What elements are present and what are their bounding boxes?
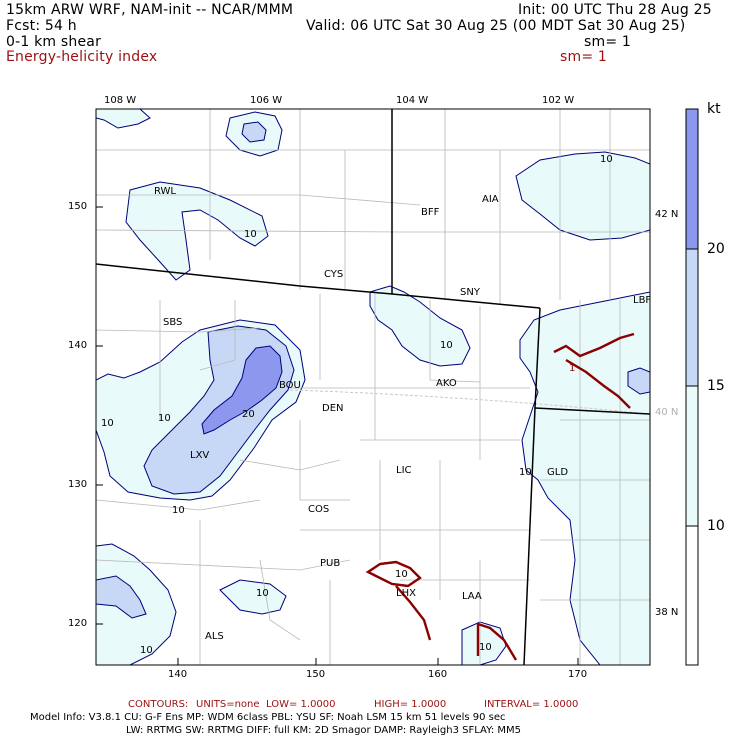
x-tick-150: 150: [306, 669, 326, 680]
forecast-hour: Fcst: 54 h: [6, 18, 77, 34]
contour-label-blue-4: 10: [158, 413, 171, 424]
station-sbs: SBS: [163, 317, 183, 328]
x-tick-140: 140: [168, 669, 188, 680]
contour-label-blue-8: 10: [256, 588, 269, 599]
county-boundaries: [96, 109, 650, 665]
colorbar-unit: kt: [707, 101, 721, 117]
footer-contours-label: CONTOURS:: [128, 699, 189, 710]
lon-label-108w: 108 W: [104, 95, 137, 106]
energy-helicity-contours: [365, 332, 635, 661]
colorbar-label-15: 15: [707, 378, 725, 394]
contour-label-blue-11: 10: [479, 642, 492, 653]
contour-label-blue-10: 10: [140, 645, 153, 656]
latitude-40n-line: [289, 389, 650, 415]
lon-label-104w: 104 W: [396, 95, 429, 106]
state-borders: [96, 109, 650, 665]
colorbar-label-10: 10: [707, 518, 725, 534]
valid-time: Valid: 06 UTC Sat 30 Aug 25 (00 MDT Sat …: [306, 18, 686, 34]
field-shaded-name: 0-1 km shear: [6, 34, 102, 50]
y-tick-150: 150: [68, 201, 88, 212]
footer-model-info-2: LW: RRTMG SW: RRTMG DIFF: full KM: 2D Sm…: [126, 725, 522, 736]
colorbar-band-above-20: [686, 109, 698, 249]
station-lhx: LHX: [396, 588, 416, 599]
contour-label-blue-5: 10: [101, 418, 114, 429]
station-gld: GLD: [547, 467, 569, 478]
x-tick-160: 160: [428, 669, 448, 680]
lat-label-42n: 42 N: [655, 209, 679, 220]
contour-label-blue-1: 10: [600, 154, 613, 165]
model-title: 15km ARW WRF, NAM-init -- NCAR/MMM: [6, 2, 294, 18]
lon-label-102w: 102 W: [542, 95, 575, 106]
footer-low: LOW= 1.0000: [266, 699, 336, 710]
field-contour-smoothing: sm= 1: [560, 49, 608, 65]
plot-frame: [95, 108, 651, 666]
contour-label-blue-3: 10: [440, 340, 453, 351]
footer-interval: INTERVAL= 1.0000: [484, 699, 579, 710]
contour-label-blue-6: 10: [519, 467, 532, 478]
station-ako: AKO: [436, 378, 457, 389]
colorbar-band-below-10: [686, 526, 698, 665]
station-den: DEN: [322, 403, 344, 414]
lat-label-38n: 38 N: [655, 607, 679, 618]
footer-units: UNITS=none: [196, 699, 260, 710]
station-als: ALS: [205, 631, 224, 642]
y-tick-140: 140: [68, 340, 88, 351]
shear-shade-above-20: [201, 345, 283, 435]
station-lxv: LXV: [190, 450, 210, 461]
colorbar-label-20: 20: [707, 241, 725, 257]
station-cos: COS: [308, 504, 330, 515]
contour-label-blue-9: 20: [242, 409, 255, 420]
field-shaded-smoothing: sm= 1: [584, 34, 632, 50]
station-aia: AIA: [482, 194, 499, 205]
contour-label-blue-7: 10: [172, 505, 185, 516]
y-tick-120: 120: [68, 618, 88, 629]
station-pub: PUB: [320, 558, 341, 569]
x-tick-170: 170: [568, 669, 588, 680]
lat-label-40n: 40 N: [655, 407, 679, 418]
field-contour-name: Energy-helicity index: [6, 49, 158, 65]
station-cys: CYS: [324, 269, 344, 280]
colorbar-band-15-20: [686, 249, 698, 386]
station-bou: BOU: [279, 380, 301, 391]
shear-shade-10-15: [96, 109, 650, 665]
lon-label-106w: 106 W: [250, 95, 283, 106]
colorbar: [685, 108, 699, 666]
contour-label-blue-2: 10: [244, 229, 257, 240]
contour-label-red-1: 1: [569, 363, 576, 374]
station-lic: LIC: [396, 465, 412, 476]
station-sny: SNY: [460, 287, 480, 298]
footer-high: HIGH= 1.0000: [374, 699, 447, 710]
colorbar-band-10-15: [686, 386, 698, 526]
station-laa: LAA: [462, 591, 482, 602]
station-rwl: RWL: [154, 186, 177, 197]
contour-label-red-10: 10: [395, 569, 408, 580]
station-lbf: LBF: [633, 295, 652, 306]
station-bff: BFF: [421, 207, 440, 218]
init-time: Init: 00 UTC Thu 28 Aug 25: [518, 2, 712, 18]
y-tick-130: 130: [68, 479, 88, 490]
footer-model-info-1: Model Info: V3.8.1 CU: G-F Ens MP: WDM 6…: [30, 712, 506, 723]
bottom-axis-ticks: [96, 206, 579, 665]
